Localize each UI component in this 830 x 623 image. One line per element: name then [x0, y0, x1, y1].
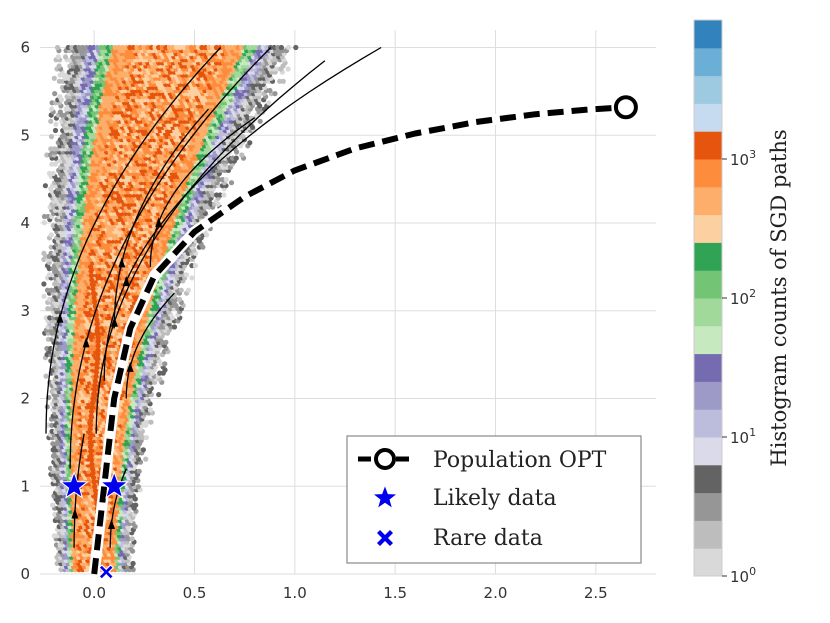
hexbin-cell: [42, 220, 47, 225]
hexbin-cell: [148, 407, 153, 412]
hexbin-cell: [234, 156, 239, 161]
hexbin-cell: [143, 457, 148, 462]
hexbin-cell: [141, 447, 146, 452]
hexbin-cell: [53, 128, 58, 133]
hexbin-cell: [229, 180, 234, 185]
hexbin-cell: [41, 294, 46, 299]
hexbin-cell: [186, 288, 191, 293]
hexbin-cell: [51, 171, 56, 176]
hexbin-cell: [144, 435, 149, 440]
hexbin-cell: [224, 177, 229, 182]
hexbin-cell: [193, 263, 198, 268]
hexbin-cell: [239, 152, 244, 157]
hexbin-cell: [41, 281, 46, 286]
hexbin-cell: [48, 119, 53, 124]
hexbin-cell: [43, 183, 48, 188]
hexbin-cell: [53, 122, 58, 127]
hexbin-cell: [163, 340, 168, 345]
hexbin-cell: [148, 420, 153, 425]
hexbin-cell: [162, 361, 167, 366]
hexbin-cell: [137, 469, 142, 474]
hexbin-cell: [179, 288, 184, 293]
hexbin-cell: [50, 503, 55, 508]
hexbin-cell: [43, 374, 48, 379]
hexbin-cell: [247, 140, 252, 145]
hexbin-cell: [189, 275, 194, 280]
hexbin-cell: [240, 134, 245, 139]
hexbin-cell: [221, 192, 226, 197]
hexbin-cell: [177, 297, 182, 302]
hexbin-cell: [133, 503, 138, 508]
hexbin-cell: [130, 536, 135, 541]
hexbin-cell: [136, 484, 141, 489]
hexbin-cell: [172, 324, 177, 329]
hexbin-cell: [156, 392, 161, 397]
hexbin-cell: [131, 561, 136, 566]
hexbin-cell: [49, 232, 54, 237]
hexbin-cell: [49, 134, 54, 139]
hexbin-cell: [41, 251, 46, 256]
hexbin-cell: [184, 272, 189, 277]
